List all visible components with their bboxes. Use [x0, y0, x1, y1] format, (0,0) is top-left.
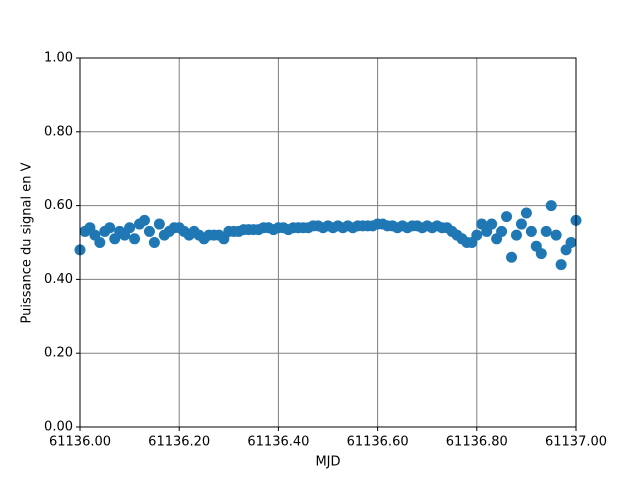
x-tick-label: 61136.60 [347, 435, 409, 450]
point [94, 237, 106, 248]
point [540, 225, 552, 237]
y-tick-label: 0.00 [44, 420, 73, 435]
point [486, 218, 498, 230]
point [496, 225, 508, 237]
point [143, 225, 155, 237]
point [138, 214, 150, 226]
point [129, 233, 141, 245]
point [148, 237, 160, 248]
y-tick-label: 0.20 [44, 346, 73, 361]
point [545, 200, 557, 212]
x-tick-label: 61136.20 [148, 435, 210, 450]
x-tick-label: 61137.00 [545, 435, 607, 450]
y-tick-label: 0.60 [44, 198, 73, 213]
x-tick-label: 61136.80 [446, 435, 508, 450]
point [510, 229, 522, 241]
point [471, 229, 483, 241]
point [506, 251, 518, 263]
y-tick-label: 1.00 [44, 51, 73, 66]
point [104, 222, 116, 234]
y-tick-label: 0.40 [44, 272, 73, 287]
point [501, 211, 513, 223]
point [153, 218, 165, 230]
point [525, 225, 537, 237]
y-tick-label: 0.80 [44, 124, 73, 139]
point [535, 248, 547, 260]
x-axis-label: MJD [315, 455, 340, 470]
y-axis-label: Puissance du signal en V [20, 162, 35, 323]
plot-frame [79, 57, 577, 428]
point [555, 259, 567, 271]
point [565, 237, 577, 248]
x-tick-label: 61136.00 [49, 435, 111, 450]
point [550, 229, 562, 241]
point [520, 207, 532, 219]
point [124, 222, 136, 234]
x-tick-label: 61136.40 [247, 435, 309, 450]
point [515, 218, 527, 230]
